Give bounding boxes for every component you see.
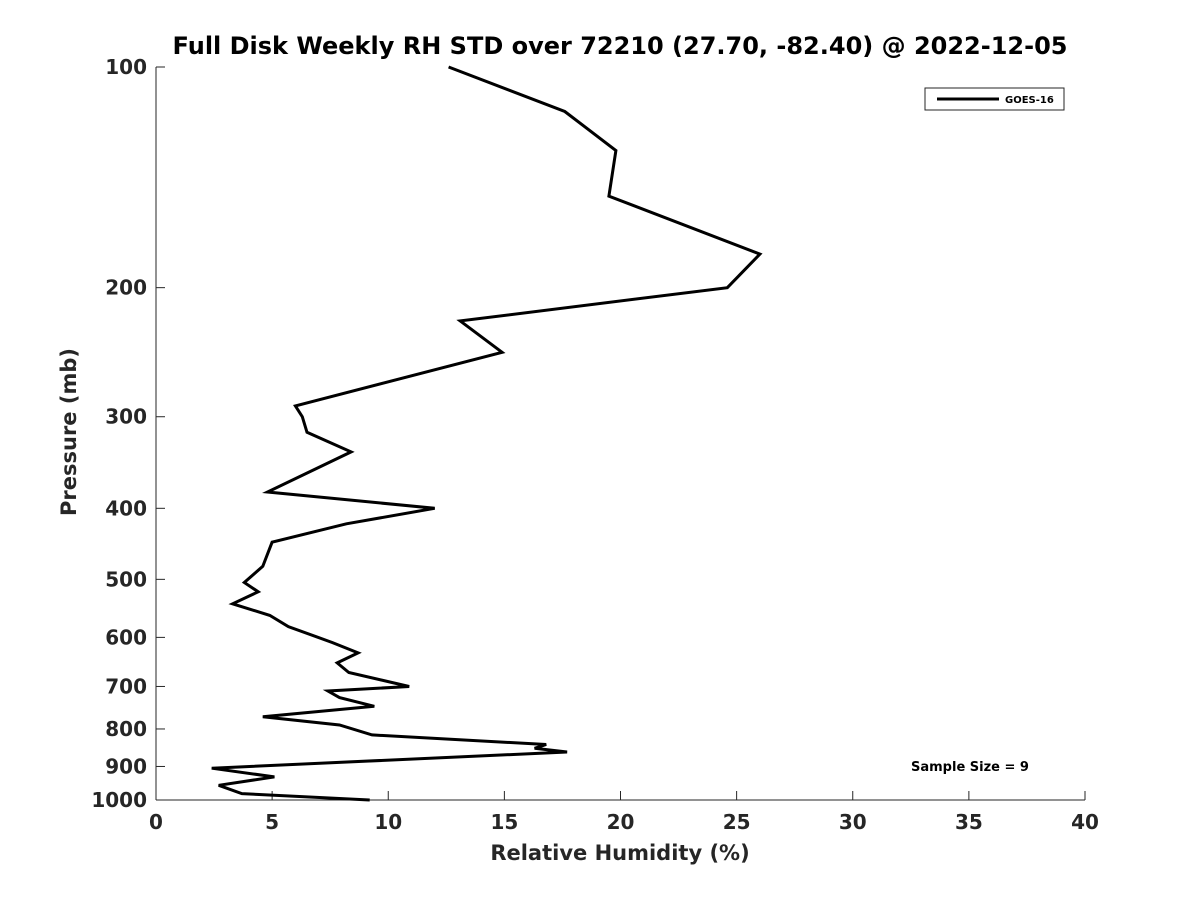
- y-tick-label: 700: [105, 674, 147, 698]
- y-tick-label: 600: [105, 625, 147, 649]
- x-tick-label: 35: [955, 810, 983, 834]
- y-axis-label: Pressure (mb): [57, 348, 81, 516]
- sample-size-annotation: Sample Size = 9: [911, 760, 1029, 775]
- x-tick-label: 5: [265, 810, 279, 834]
- x-tick-label: 30: [839, 810, 867, 834]
- x-axis-label: Relative Humidity (%): [490, 841, 749, 865]
- x-tick-label: 0: [149, 810, 163, 834]
- legend: GOES-16: [924, 87, 1065, 111]
- y-tick-label: 800: [105, 717, 147, 741]
- x-tick-label: 10: [374, 810, 402, 834]
- x-tick-label: 40: [1071, 810, 1099, 834]
- series-line-goes-16: [211, 65, 763, 802]
- y-tick-label: 1000: [91, 788, 147, 812]
- series-layer: [211, 65, 763, 802]
- x-tick-label: 15: [490, 810, 518, 834]
- plot-frame: [155, 67, 1085, 801]
- y-tick-label: 200: [105, 276, 147, 300]
- y-tick-label: 500: [105, 567, 147, 591]
- y-tick-label: 900: [105, 754, 147, 778]
- x-tick-label: 25: [723, 810, 751, 834]
- x-axis: 0 5 10 15 20 25 30 35 40: [149, 791, 1099, 834]
- y-axis: 100 200 300 400 500 600 700 800 900 1000: [91, 55, 165, 812]
- chart-title: Full Disk Weekly RH STD over 72210 (27.7…: [173, 32, 1068, 60]
- x-tick-label: 20: [607, 810, 635, 834]
- y-tick-label: 400: [105, 496, 147, 520]
- legend-label-goes-16: GOES-16: [1005, 95, 1054, 106]
- y-tick-label: 100: [105, 55, 147, 79]
- y-tick-label: 300: [105, 405, 147, 429]
